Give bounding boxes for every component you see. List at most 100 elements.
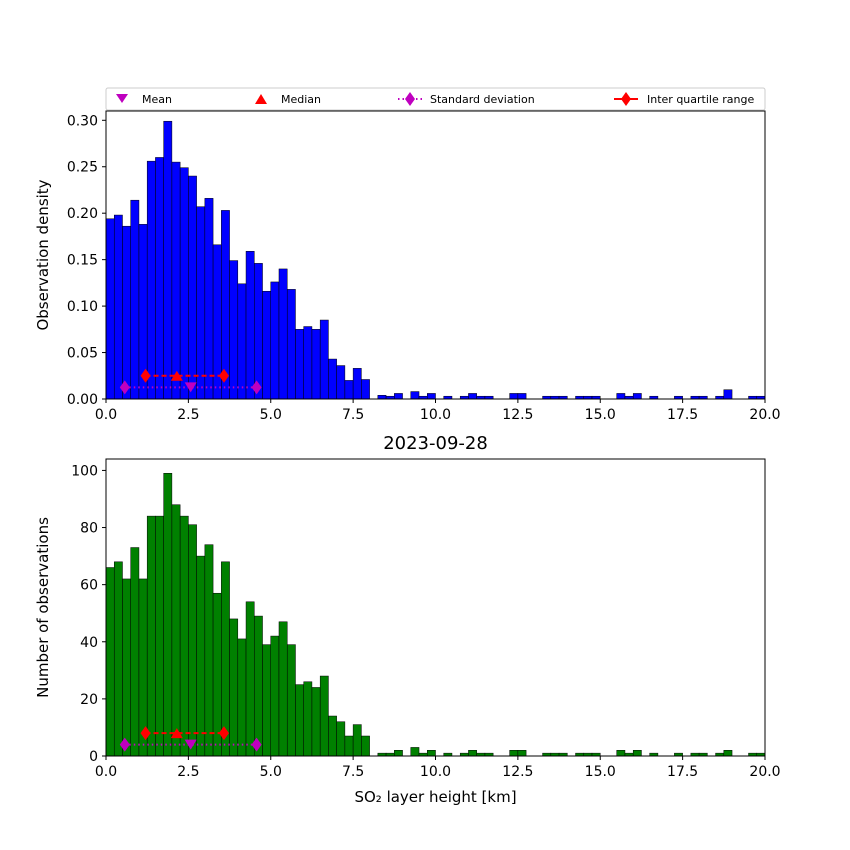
density-histogram-panel: 0.0 2.5 5.0 7.5 10.0 12.5 15.0 17.5 20.0 0.000.0… <box>34 110 781 423</box>
density-bar <box>245 251 255 400</box>
density-bar <box>171 161 181 400</box>
density-bars <box>105 120 766 400</box>
count-bar <box>616 750 626 757</box>
count-bar <box>286 644 296 757</box>
density-y-tick-label: 0.00 <box>67 392 98 408</box>
count-y-tick-label: 100 <box>71 463 98 479</box>
density-y-axis-ticks: 0.00 0.05 0.10 0.15 0.20 0.25 0.30 <box>67 113 106 408</box>
count-x-axis-ticks: 0.0 2.5 5.0 7.5 10.0 12.5 15.0 17.5 20.0 <box>95 756 781 780</box>
count-bar <box>344 735 354 757</box>
density-y-tick-label: 0.20 <box>67 206 98 222</box>
density-bar <box>468 393 477 400</box>
count-bar <box>113 561 123 757</box>
density-bar <box>179 167 189 400</box>
density-bar <box>221 210 230 400</box>
density-bar <box>616 393 626 400</box>
x-axis-label: SO₂ layer height [km] <box>354 788 516 806</box>
count-bar <box>245 601 255 757</box>
count-y-axis-ticks: 0 20 40 60 80 100 <box>71 463 106 765</box>
count-bar <box>319 675 329 757</box>
count-bar <box>188 524 197 757</box>
median-marker-icon <box>255 94 267 104</box>
count-iqr-high-marker <box>218 726 229 741</box>
density-y-tick-label: 0.30 <box>67 113 98 129</box>
density-y-axis-label: Observation density <box>34 179 52 330</box>
density-bar <box>377 395 387 400</box>
legend-frame <box>105 87 766 111</box>
count-histogram-panel: 2023-09-28 0.0 2.5 5.0 7.5 10.0 12.5 15.0 17.5 2… <box>34 433 781 806</box>
count-bar <box>155 515 164 757</box>
density-x-tick-label: 0.0 <box>95 407 117 423</box>
legend-label-inter-quartile-range: Inter quartile range <box>647 93 754 106</box>
legend-entry-median: Median <box>255 93 321 106</box>
count-bar <box>723 750 733 757</box>
density-y-tick-label: 0.15 <box>67 253 98 269</box>
count-x-tick-label: 2.5 <box>177 764 199 780</box>
count-bar <box>171 504 181 757</box>
density-y-tick-label: 0.05 <box>67 346 98 362</box>
density-mean-marker <box>184 382 197 393</box>
density-bar <box>723 389 733 400</box>
count-bar <box>328 715 337 757</box>
density-bar <box>262 290 272 400</box>
legend-label-median: Median <box>281 93 321 106</box>
density-bar <box>237 283 247 400</box>
density-bar <box>105 218 115 400</box>
density-bar <box>427 393 436 400</box>
count-bar <box>517 750 527 757</box>
count-bar <box>361 735 370 757</box>
count-bar <box>270 635 280 757</box>
count-bar <box>163 473 173 757</box>
count-bar <box>632 750 642 757</box>
legend-entry-inter-quartile-range: Inter quartile range <box>614 92 754 106</box>
count-bar <box>204 544 214 757</box>
count-bar <box>130 547 140 757</box>
density-bar <box>270 281 280 400</box>
count-x-tick-label: 5.0 <box>260 764 282 780</box>
density-bar <box>509 393 519 400</box>
count-statistics-markers <box>119 726 262 752</box>
count-bar <box>105 567 115 757</box>
count-bars <box>105 473 766 757</box>
density-statistics-markers <box>119 368 262 395</box>
count-bar <box>352 724 362 757</box>
density-bar <box>196 206 206 400</box>
count-x-tick-label: 15.0 <box>585 764 616 780</box>
density-bar <box>229 260 239 400</box>
density-bar <box>394 393 403 400</box>
density-bar <box>328 358 337 400</box>
density-x-tick-label: 5.0 <box>260 407 282 423</box>
density-bar <box>517 393 527 400</box>
count-bar <box>427 750 436 757</box>
count-bar <box>237 638 247 757</box>
count-bar <box>509 750 519 757</box>
density-x-tick-label: 15.0 <box>585 407 616 423</box>
density-bar <box>344 380 354 400</box>
std-diamond-icon <box>405 92 415 106</box>
density-bar <box>311 329 321 400</box>
count-y-tick-label: 0 <box>89 749 98 765</box>
count-bar <box>254 615 263 757</box>
count-bar <box>221 561 230 757</box>
count-y-tick-label: 60 <box>80 578 98 594</box>
legend-label-mean: Mean <box>142 93 172 106</box>
chart-title: 2023-09-28 <box>383 433 488 454</box>
count-bar <box>295 684 304 757</box>
density-bar <box>113 214 123 400</box>
count-bar <box>229 618 239 757</box>
count-x-tick-label: 10.0 <box>420 764 451 780</box>
legend: Mean Median Standard deviation Inter qua… <box>105 87 766 111</box>
density-bar <box>352 368 362 400</box>
density-iqr-high-marker <box>218 368 229 383</box>
count-x-tick-label: 20.0 <box>749 764 780 780</box>
legend-entry-standard-deviation: Standard deviation <box>398 92 535 106</box>
density-x-tick-label: 2.5 <box>177 407 199 423</box>
count-y-tick-label: 20 <box>80 692 98 708</box>
density-bar <box>303 326 313 400</box>
density-bar <box>286 289 296 400</box>
density-x-tick-label: 10.0 <box>420 407 451 423</box>
count-bar <box>336 721 346 757</box>
density-iqr-low-marker <box>140 368 151 383</box>
count-bar <box>468 750 477 757</box>
